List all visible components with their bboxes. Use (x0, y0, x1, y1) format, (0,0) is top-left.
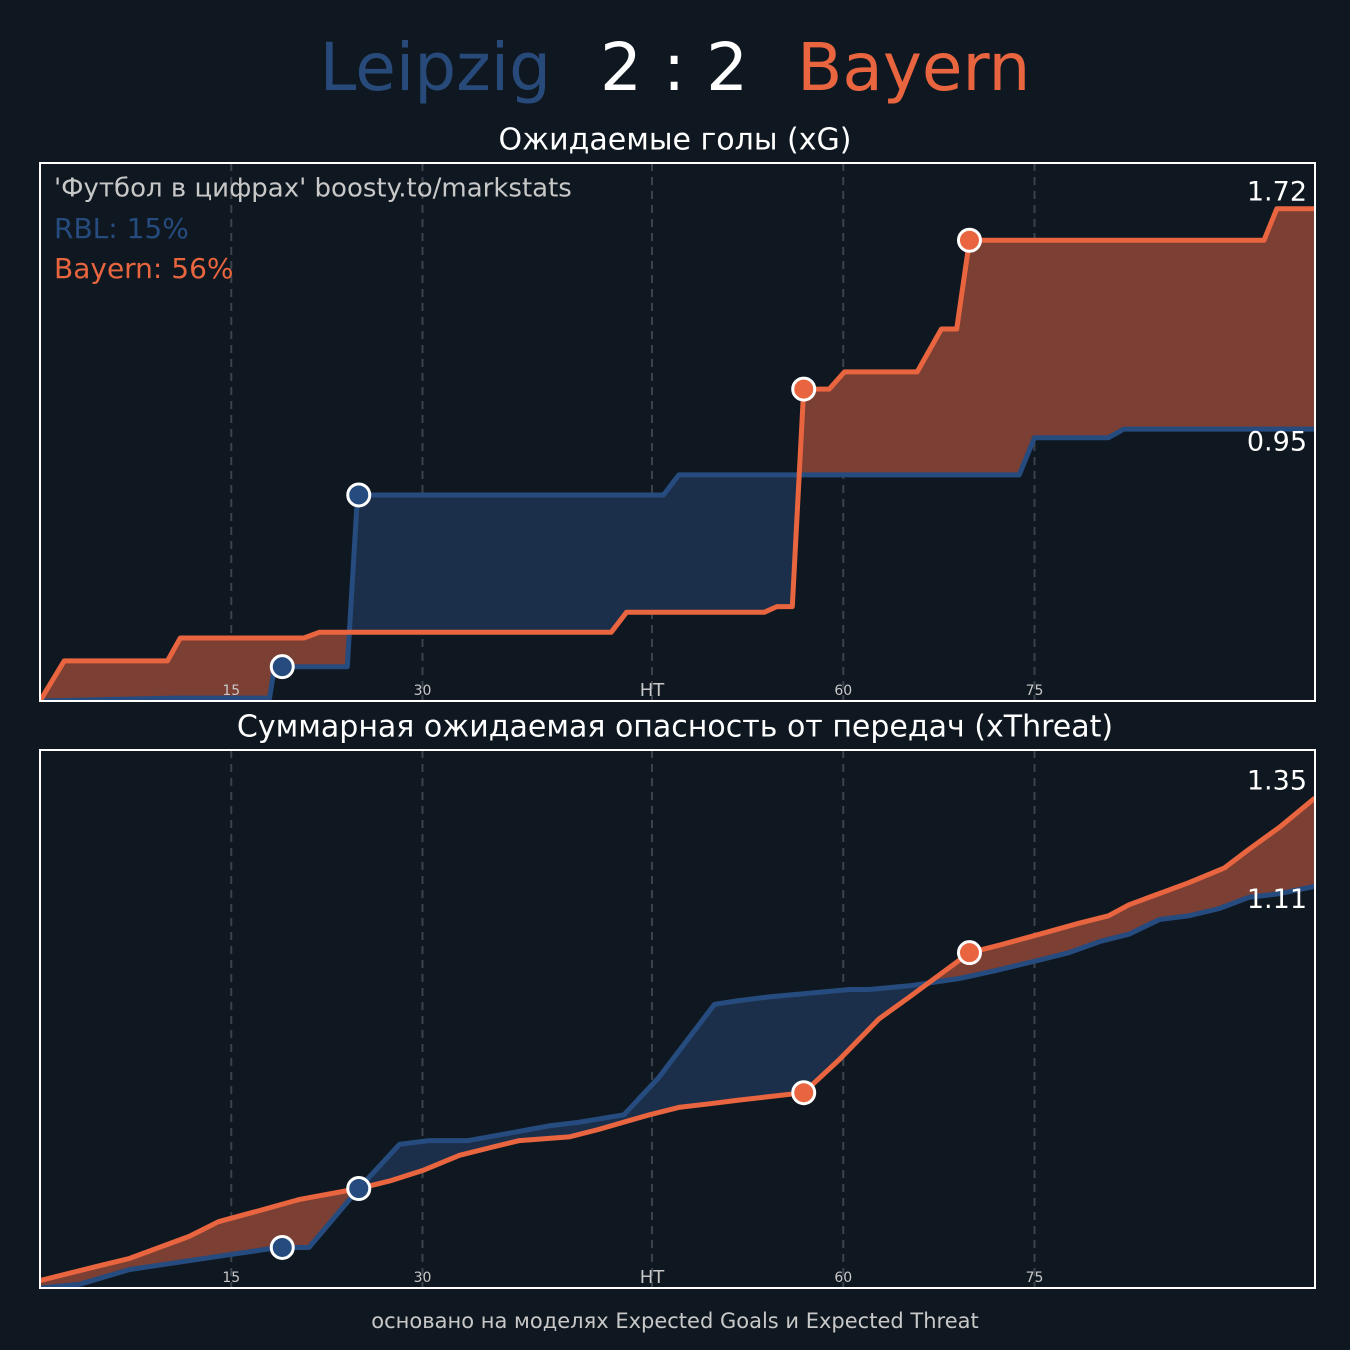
score: 2 : 2 (600, 29, 748, 106)
credit: 'Футбол в цифрах' boosty.to/markstats (54, 174, 572, 204)
x-tick-label: 30 (414, 1270, 432, 1286)
panel-border (39, 749, 1316, 1289)
goal-marker (791, 1080, 817, 1106)
panel-border (39, 162, 1316, 702)
line (40, 795, 1315, 1284)
x-tick-label: 60 (834, 1270, 852, 1286)
match-title: Leipzig 2 : 2 Bayern (320, 29, 1031, 106)
goal-marker (956, 227, 982, 253)
goal-marker (346, 1176, 372, 1202)
x-tick-label: HT (640, 680, 666, 701)
x-tick-label: 15 (222, 683, 240, 699)
goal-marker (269, 654, 295, 680)
goal-marker (791, 376, 817, 402)
end-value-label: 0.95 (1247, 427, 1307, 458)
stat-label: Bayern: 56% (54, 252, 234, 285)
line (40, 206, 1315, 701)
chart-subtitle: Суммарная ожидаемая опасность от передач… (237, 710, 1113, 745)
goal-marker (346, 482, 372, 508)
goal-marker (956, 940, 982, 966)
footer: основано на моделях Expected Goals и Exp… (371, 1309, 978, 1333)
x-tick-label: HT (640, 1267, 666, 1288)
goal-marker (269, 1234, 295, 1260)
x-tick-label: 60 (834, 683, 852, 699)
end-value-label: 1.35 (1247, 765, 1307, 796)
home-team: Leipzig (320, 29, 551, 106)
stat-label: RBL: 15% (54, 212, 189, 245)
chart-subtitle: Ожидаемые голы (xG) (499, 123, 852, 158)
x-tick-label: 30 (414, 683, 432, 699)
line (40, 426, 1315, 701)
x-tick-label: 75 (1026, 683, 1044, 699)
away-team: Bayern (797, 29, 1030, 106)
end-value-label: 1.11 (1247, 884, 1307, 915)
x-tick-label: 75 (1026, 1270, 1044, 1286)
end-value-label: 1.72 (1247, 176, 1307, 207)
x-tick-label: 15 (222, 1270, 240, 1286)
